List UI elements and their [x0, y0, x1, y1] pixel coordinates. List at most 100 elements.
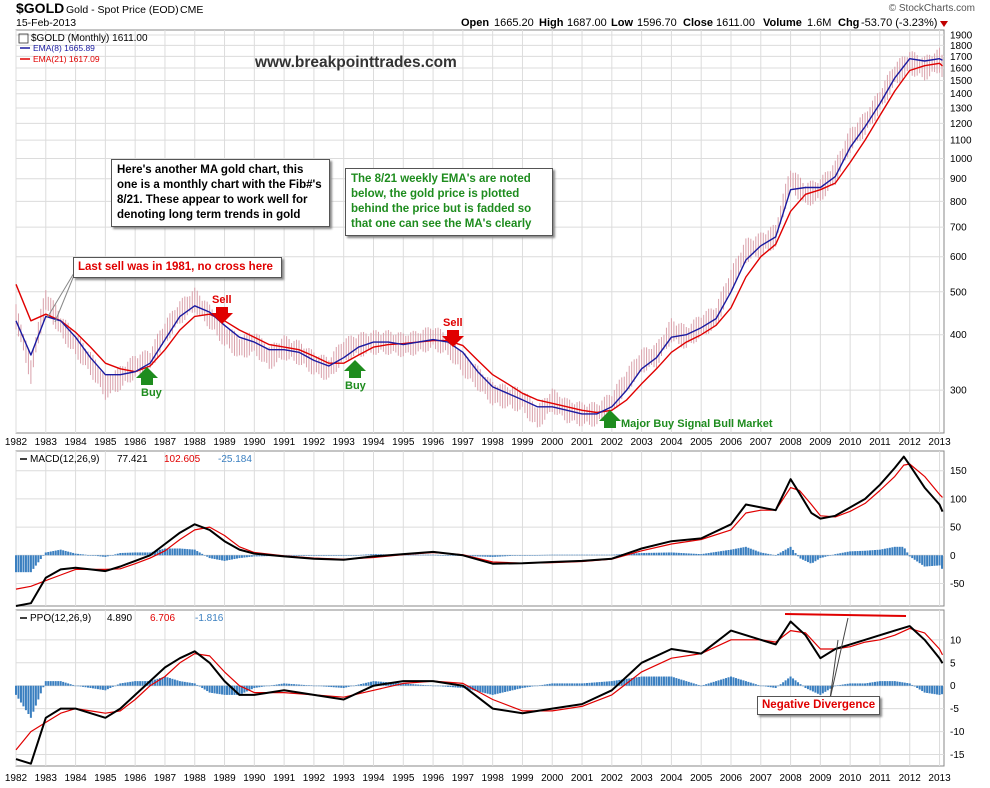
x-tick-label-bottom: 2005	[690, 773, 713, 784]
price-y-tick: 700	[950, 223, 967, 234]
x-tick-label-bottom: 1985	[94, 773, 117, 784]
ppo-hist-bar	[394, 682, 397, 686]
ppo-hist-bar	[32, 685, 35, 712]
macd-hist-bar	[826, 555, 829, 557]
macd-hist-bar	[22, 555, 25, 573]
ppo-hist-bar	[824, 685, 827, 692]
macd-hist-bar	[844, 552, 847, 556]
macd-hist-bar	[548, 554, 551, 556]
macd-hist-bar	[809, 555, 812, 564]
x-tick-label-bottom: 2006	[720, 773, 743, 784]
macd-hist-bar	[635, 553, 638, 556]
macd-y-tick: 0	[950, 551, 956, 562]
ppo-hist-bar	[648, 676, 651, 686]
macd-hist-bar	[769, 554, 772, 556]
x-tick-label: 1998	[482, 437, 505, 448]
chart-date: 15-Feb-2013	[16, 17, 76, 29]
macd-hist-bar	[156, 550, 159, 556]
ppo-legend: PPO(12,26,9) 4.890 6.706 -1.816	[20, 613, 224, 624]
macd-hist-bar	[705, 553, 708, 556]
ppo-hist-bar	[273, 684, 276, 686]
macd-hist-bar	[154, 551, 157, 556]
ppo-hist-bar	[774, 685, 777, 688]
macd-hist-bar	[876, 549, 879, 556]
price-y-tick: 1700	[950, 52, 973, 63]
macd-hist-bar	[926, 555, 929, 567]
ppo-hist-bar	[149, 681, 152, 686]
ppo-hist-bar	[15, 685, 17, 695]
macd-hist-bar	[129, 552, 132, 556]
ppo-hist-bar	[538, 685, 541, 686]
macd-hist-bar	[737, 548, 740, 556]
macd-hist-bar	[330, 555, 333, 556]
ppo-hist-bar	[563, 683, 566, 686]
ppo-hist-bar	[883, 681, 886, 686]
macd-hist-bar	[764, 553, 767, 556]
ppo-hist-bar	[211, 685, 214, 693]
macd-hist-bar	[163, 548, 166, 556]
macd-hist-bar	[481, 555, 484, 557]
legend-gold: $GOLD (Monthly) 1611.00	[31, 33, 148, 44]
ppo-hist-bar	[139, 681, 142, 686]
x-tick-label: 1985	[94, 437, 117, 448]
ppo-value-1: 4.890	[107, 613, 132, 624]
macd-hist-bar	[469, 555, 472, 557]
macd-hist-bar	[643, 552, 646, 556]
ppo-hist-bar	[710, 682, 713, 686]
macd-hist-bar	[486, 555, 489, 557]
ppo-hist-bar	[759, 685, 762, 687]
copyright: © StockCharts.com	[889, 3, 975, 14]
macd-hist-bar	[248, 555, 251, 557]
macd-hist-bar	[509, 555, 512, 556]
ppo-hist-bar	[600, 681, 603, 686]
macd-hist-bar	[491, 555, 494, 557]
ppo-hist-bar	[218, 685, 221, 695]
macd-hist-bar	[811, 555, 814, 563]
ppo-hist-bar	[881, 681, 884, 686]
macd-hist-bar	[407, 554, 410, 556]
ppo-hist-bar	[37, 685, 40, 700]
macd-hist-bar	[660, 552, 663, 556]
macd-hist-bar	[752, 549, 755, 556]
macd-hist-bar	[739, 547, 742, 556]
macd-hist-bar	[563, 554, 566, 556]
macd-hist-bar	[206, 555, 209, 557]
macd-hist-bar	[792, 549, 795, 556]
ppo-hist-bar	[377, 681, 380, 686]
macd-hist-bar	[352, 555, 355, 556]
ppo-hist-bar	[677, 678, 680, 686]
x-tick-label: 2009	[809, 437, 832, 448]
ppo-hist-bar	[866, 683, 869, 686]
ppo-hist-bar	[27, 685, 30, 714]
ppo-value-3: -1.816	[195, 613, 224, 624]
ppo-hist-bar	[392, 682, 395, 686]
macd-hist-bar	[188, 549, 191, 556]
macd-hist-bar	[412, 554, 415, 556]
ppo-hist-bar	[732, 677, 735, 686]
ppo-hist-bar	[325, 685, 328, 687]
ppo-hist-bar	[593, 682, 596, 686]
x-tick-label-bottom: 1983	[35, 773, 58, 784]
ppo-hist-bar	[407, 683, 410, 686]
close-value: 1611.00	[716, 17, 755, 29]
macd-hist-bar	[49, 551, 52, 556]
x-tick-label-bottom: 1989	[213, 773, 236, 784]
macd-hist-bar	[302, 555, 305, 556]
ppo-hist-bar	[39, 685, 42, 694]
ppo-hist-bar	[278, 684, 281, 686]
ppo-hist-bar	[583, 683, 586, 686]
macd-hist-bar	[317, 555, 320, 556]
ppo-hist-bar	[330, 685, 333, 688]
ppo-hist-bar	[851, 683, 854, 686]
ppo-hist-bar	[370, 681, 373, 686]
ppo-hist-bar	[19, 685, 22, 703]
macd-hist-bar	[578, 554, 581, 556]
ppo-hist-bar	[908, 683, 911, 686]
macd-hist-bar	[886, 548, 889, 556]
macd-hist-bar	[44, 552, 47, 556]
ppo-hist-bar	[54, 681, 57, 686]
macd-hist-bar	[648, 552, 651, 556]
ppo-hist-bar	[523, 685, 526, 688]
ppo-hist-bar	[484, 685, 487, 694]
ppo-hist-bar	[906, 683, 909, 686]
